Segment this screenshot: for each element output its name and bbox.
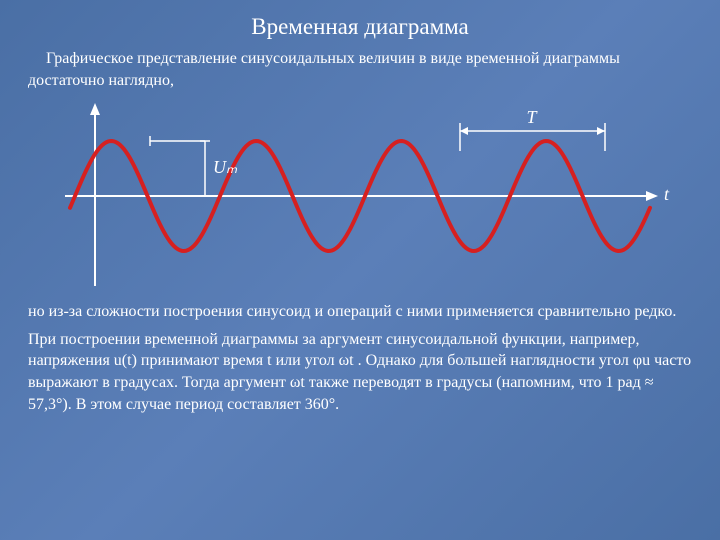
page-title: Временная диаграмма: [0, 0, 720, 48]
sine-diagram: Uₘ T t: [40, 101, 680, 291]
sine-svg: [40, 101, 680, 291]
axis-label: t: [664, 184, 669, 205]
intro-paragraph: Графическое представление синусоидальных…: [0, 48, 720, 97]
amplitude-label: Uₘ: [213, 157, 237, 178]
period-label: T: [527, 107, 537, 128]
paragraph-2: но из-за сложности построения синусоид и…: [0, 301, 720, 329]
paragraph-3: При построении временной диаграммы за ар…: [0, 329, 720, 421]
